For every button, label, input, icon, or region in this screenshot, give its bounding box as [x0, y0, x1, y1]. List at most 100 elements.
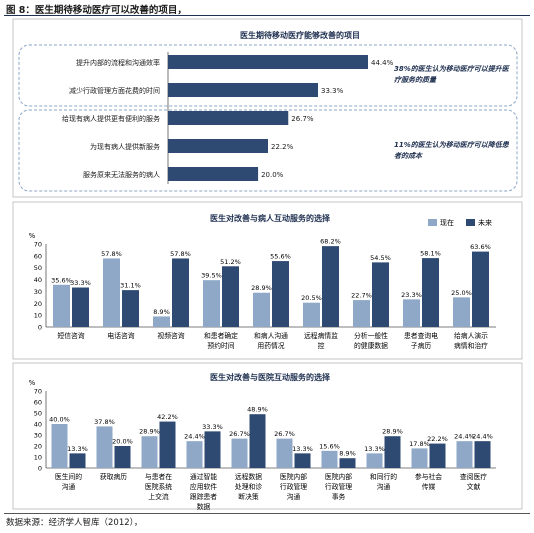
panel2-value-label-now: 28.9% [251, 284, 272, 292]
panel1-bar [168, 55, 368, 69]
panel2-bar-now [353, 300, 370, 327]
panel3-bar-now [366, 453, 383, 468]
panel2-category-label: 远程病情监控 [304, 331, 338, 350]
panel2-bar-future [222, 266, 239, 327]
panel3-category-label: 医院内部行政管理沟通 [280, 472, 307, 501]
panel3-value-label-now: 24.4% [454, 433, 475, 441]
panel3-bar-now [276, 438, 293, 468]
panel2-y-tick: 40 [34, 276, 42, 284]
panel2-bar-now [453, 297, 470, 327]
panel2-y-tick: 60 [34, 252, 42, 260]
panel2-bar-future [272, 261, 289, 327]
panel3-category-label: 和同行的沟通 [370, 472, 397, 491]
panel3-y-tick: 20 [34, 443, 42, 451]
panel2-bar-now [103, 258, 120, 327]
panel1-frame [12, 18, 523, 198]
panel3-bar-now [186, 441, 203, 468]
panel3-value-label-now: 13.3% [364, 445, 385, 453]
panel1-value-label: 26.7% [291, 115, 314, 123]
panel2-bar-now [203, 280, 220, 327]
panel2-category-label: 电话咨询 [107, 331, 134, 340]
panel2-legend-swatch-future [466, 219, 475, 226]
source-note: 数据来源：经济学人智库（2012）， [6, 518, 143, 528]
panel3-bar-future [114, 446, 131, 468]
panel2-bar-future [322, 246, 339, 327]
panel3-category-label: 参与社会传媒 [415, 472, 442, 491]
panel2-value-label-now: 20.5% [301, 294, 322, 302]
panel3-bar-now [141, 436, 158, 468]
panel3-y-tick: 70 [34, 388, 42, 396]
panel1-bar [168, 139, 268, 153]
panel2-value-label-now: 25.0% [451, 289, 472, 297]
panel2-category-label: 给病人演示病情和治疗 [454, 331, 488, 350]
panel3-category-label: 医院内部行政管理事务 [325, 472, 352, 501]
panel3-category-label: 与患者在医院系统上交流 [145, 472, 172, 501]
figure-title: 图 8：医生期待移动医疗可以改善的项目， [6, 5, 187, 16]
panel2-bar-future [172, 258, 189, 327]
panel2-title: 医生对改善与病人互动服务的选择 [210, 213, 331, 223]
panel1-category-label: 服务原来无法服务的病人 [83, 170, 160, 179]
panel3-value-label-future: 13.3% [67, 445, 88, 453]
panel2-value-label-future: 58.1% [420, 250, 441, 258]
panel3-category-label: 医生间的沟通 [55, 472, 82, 491]
panel1-callout-1: 38%的医生认为移动医疗可以提升医疗服务的质量 [394, 64, 511, 84]
panel3-y-unit: % [29, 379, 36, 387]
panel1-value-label: 20.0% [261, 171, 284, 179]
panel2-y-tick: 0 [38, 324, 42, 332]
panel1-category-label: 提升内部的流程和沟通效率 [76, 58, 160, 67]
panel3-bar-future [384, 436, 401, 468]
panel3-y-tick: 10 [34, 454, 42, 462]
panel1-value-label: 44.4% [371, 59, 394, 67]
panel1-title: 医生期待移动医疗能够改善的项目 [240, 30, 360, 40]
panel2-value-label-now: 8.9% [153, 308, 170, 316]
panel2-value-label-future: 63.6% [470, 243, 491, 251]
panel3-value-label-now: 17.8% [409, 440, 430, 448]
panel1-value-label: 33.3% [321, 87, 344, 95]
panel2-value-label-now: 39.5% [201, 272, 222, 280]
panel3-value-label-future: 24.4% [472, 433, 493, 441]
panel2-value-label-future: 68.2% [320, 238, 341, 246]
panel3-value-label-future: 22.2% [427, 435, 448, 443]
panel1-bar [168, 167, 259, 181]
panel2-y-tick: 10 [34, 312, 42, 320]
panel2-category-label: 短信咨询 [57, 331, 84, 340]
panel2-value-label-now: 22.7% [351, 292, 372, 300]
panel1-value-label: 22.2% [271, 143, 294, 151]
panel1-category-label: 为现有病人提供新服务 [90, 142, 160, 151]
panel2-value-label-now: 57.8% [101, 250, 122, 258]
panel3-value-label-future: 13.3% [292, 445, 313, 453]
panel2-value-label-future: 51.2% [220, 258, 241, 266]
panel3-y-tick: 50 [34, 410, 42, 418]
panel2-category-label: 视频咨询 [157, 331, 184, 340]
panel2-bar-future [472, 251, 489, 327]
panel2-frame [12, 201, 523, 360]
panel2-bar-future [372, 262, 389, 327]
panel3-value-label-now: 26.7% [274, 430, 295, 438]
panel2-bar-now [53, 284, 70, 327]
panel3-value-label-now: 28.9% [139, 428, 160, 436]
panel2-value-label-future: 31.1% [120, 282, 141, 290]
panel2-category-label: 和患者确定预约时间 [204, 331, 238, 350]
panel3-bar-future [474, 441, 491, 468]
panel3-value-label-future: 48.9% [247, 406, 268, 414]
panel2-legend-label-now: 现在 [440, 218, 454, 227]
panel2-value-label-future: 33.3% [70, 279, 91, 287]
panel2-value-label-future: 54.5% [370, 254, 391, 262]
panel1-bar [168, 111, 289, 125]
panel3-value-label-now: 37.8% [94, 418, 115, 426]
panel2-value-label-now: 23.3% [401, 291, 422, 299]
panel3-value-label-future: 8.9% [339, 450, 356, 458]
panel3-category-label: 获取病历 [100, 472, 127, 481]
panel3-frame [12, 362, 523, 510]
panel3-bar-future [204, 431, 221, 468]
panel3-bar-future [249, 414, 266, 468]
panel2-bar-future [122, 290, 139, 327]
panel3-value-label-now: 40.0% [49, 416, 70, 424]
panel2-category-label: 和病人沟通用药情况 [254, 331, 288, 350]
panel2-y-tick: 70 [34, 241, 42, 249]
panel2-bar-future [72, 287, 89, 327]
panel2-bar-now [303, 302, 320, 327]
panel2-legend-swatch-now [428, 219, 437, 226]
panel3-value-label-now: 24.4% [184, 433, 205, 441]
